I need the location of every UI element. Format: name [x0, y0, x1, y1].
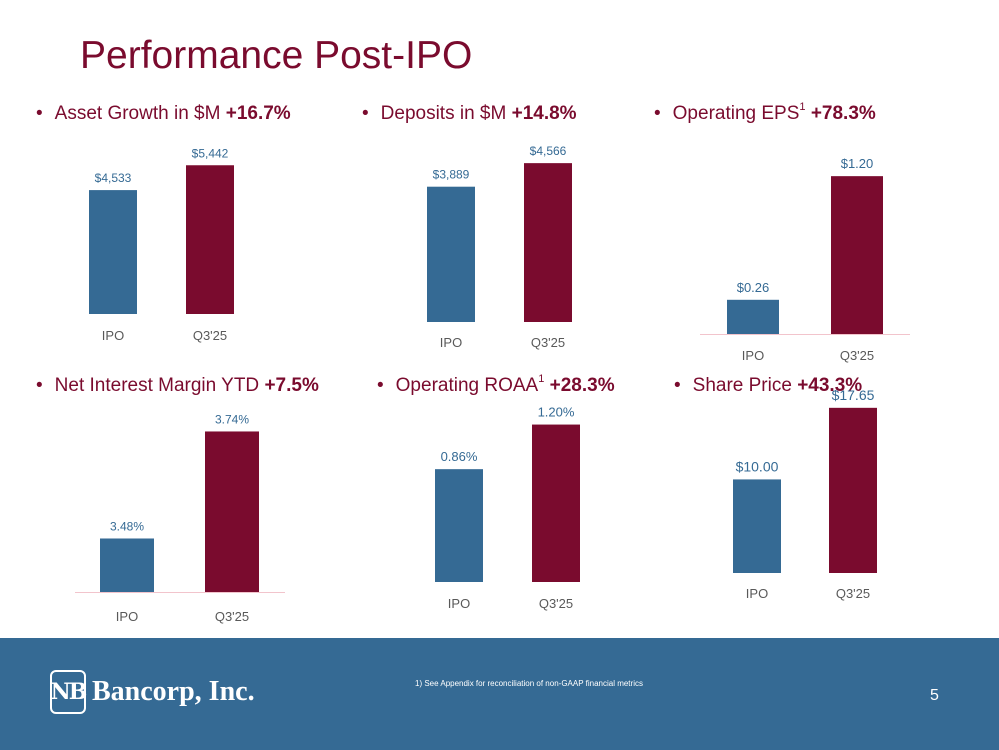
bar-q3-25 [186, 165, 234, 314]
category-label: Q3'25 [215, 609, 249, 624]
data-label: $5,442 [192, 146, 229, 160]
data-label: 3.74% [215, 412, 249, 426]
bar-ipo [435, 469, 483, 582]
bullet: • [362, 103, 369, 124]
heading-share-price: • Share Price +43.3% [674, 376, 862, 395]
bar-ipo [89, 190, 137, 314]
category-label: Q3'25 [840, 348, 874, 363]
category-label: IPO [116, 609, 138, 624]
logo-mark: NB [50, 670, 87, 714]
data-label: 1.20% [538, 405, 575, 420]
heading-deposits: • Deposits in $M +14.8% [362, 104, 577, 123]
bullet: • [674, 375, 681, 396]
heading-change: +78.3% [810, 103, 876, 124]
page-title: Performance Post-IPO [80, 34, 473, 77]
page-number: 5 [930, 687, 939, 704]
bar-q3-25 [831, 176, 883, 334]
data-label: 0.86% [441, 449, 478, 464]
data-label: $4,566 [530, 144, 567, 158]
category-label: IPO [102, 328, 124, 343]
bar-ipo [727, 299, 779, 334]
footnote-marker: 1 [799, 101, 806, 113]
bar-q3-25 [205, 431, 259, 592]
data-label: $10.00 [736, 458, 779, 474]
heading-label: Net Interest Margin YTD [54, 375, 260, 396]
bar-q3-25 [829, 407, 877, 573]
logo-text: Bancorp, Inc. [92, 676, 255, 707]
data-label: $3,889 [433, 168, 470, 182]
footnote: 1) See Appendix for reconciliation of no… [415, 679, 643, 688]
heading-change: +14.8% [511, 103, 577, 124]
bullet: • [36, 375, 43, 396]
heading-label: Operating EPS [672, 103, 800, 124]
heading-operating-eps: • Operating EPS1 +78.3% [654, 101, 876, 124]
footer-band: NB Bancorp, Inc. 1) See Appendix for rec… [0, 638, 999, 750]
data-label: $0.26 [737, 280, 770, 295]
heading-change: +16.7% [225, 103, 291, 124]
bar-ipo [100, 538, 154, 592]
data-label: 3.48% [110, 519, 144, 533]
bar-ipo [427, 186, 475, 322]
category-label: Q3'25 [531, 335, 565, 350]
data-label: $1.20 [841, 156, 874, 171]
bar-charts: $4,533 IPO $5,442 Q3'25 $3,889 IPO $4,566 Q3'25… [75, 144, 910, 624]
bullet: • [377, 375, 384, 396]
heading-asset-growth: • Asset Growth in $M +16.7% [36, 104, 291, 123]
category-label: IPO [440, 335, 462, 350]
bullet: • [654, 103, 661, 124]
bar-ipo [733, 479, 781, 573]
category-label: Q3'25 [539, 596, 573, 611]
heading-net-interest-margin: • Net Interest Margin YTD +7.5% [36, 376, 319, 395]
data-label: $17.65 [832, 387, 875, 403]
category-label: Q3'25 [193, 328, 227, 343]
heading-label: Share Price [692, 375, 798, 396]
heading-operating-roaa: • Operating ROAA1 +28.3% [377, 373, 615, 396]
category-label: IPO [746, 586, 768, 601]
company-logo: NB Bancorp, Inc. [50, 670, 255, 714]
heading-label: Asset Growth in $M [54, 103, 221, 124]
heading-change: +7.5% [264, 375, 319, 396]
data-label: $4,533 [95, 171, 132, 185]
bar-q3-25 [532, 424, 580, 582]
category-label: IPO [742, 348, 764, 363]
category-label: IPO [448, 596, 470, 611]
category-label: Q3'25 [836, 586, 870, 601]
footnote-marker: 1 [538, 373, 545, 385]
heading-change: +43.3% [797, 375, 863, 396]
bullet: • [36, 103, 43, 124]
heading-label: Deposits in $M [380, 103, 507, 124]
heading-label: Operating ROAA [395, 375, 539, 396]
heading-change: +28.3% [549, 375, 615, 396]
bar-q3-25 [524, 163, 572, 322]
